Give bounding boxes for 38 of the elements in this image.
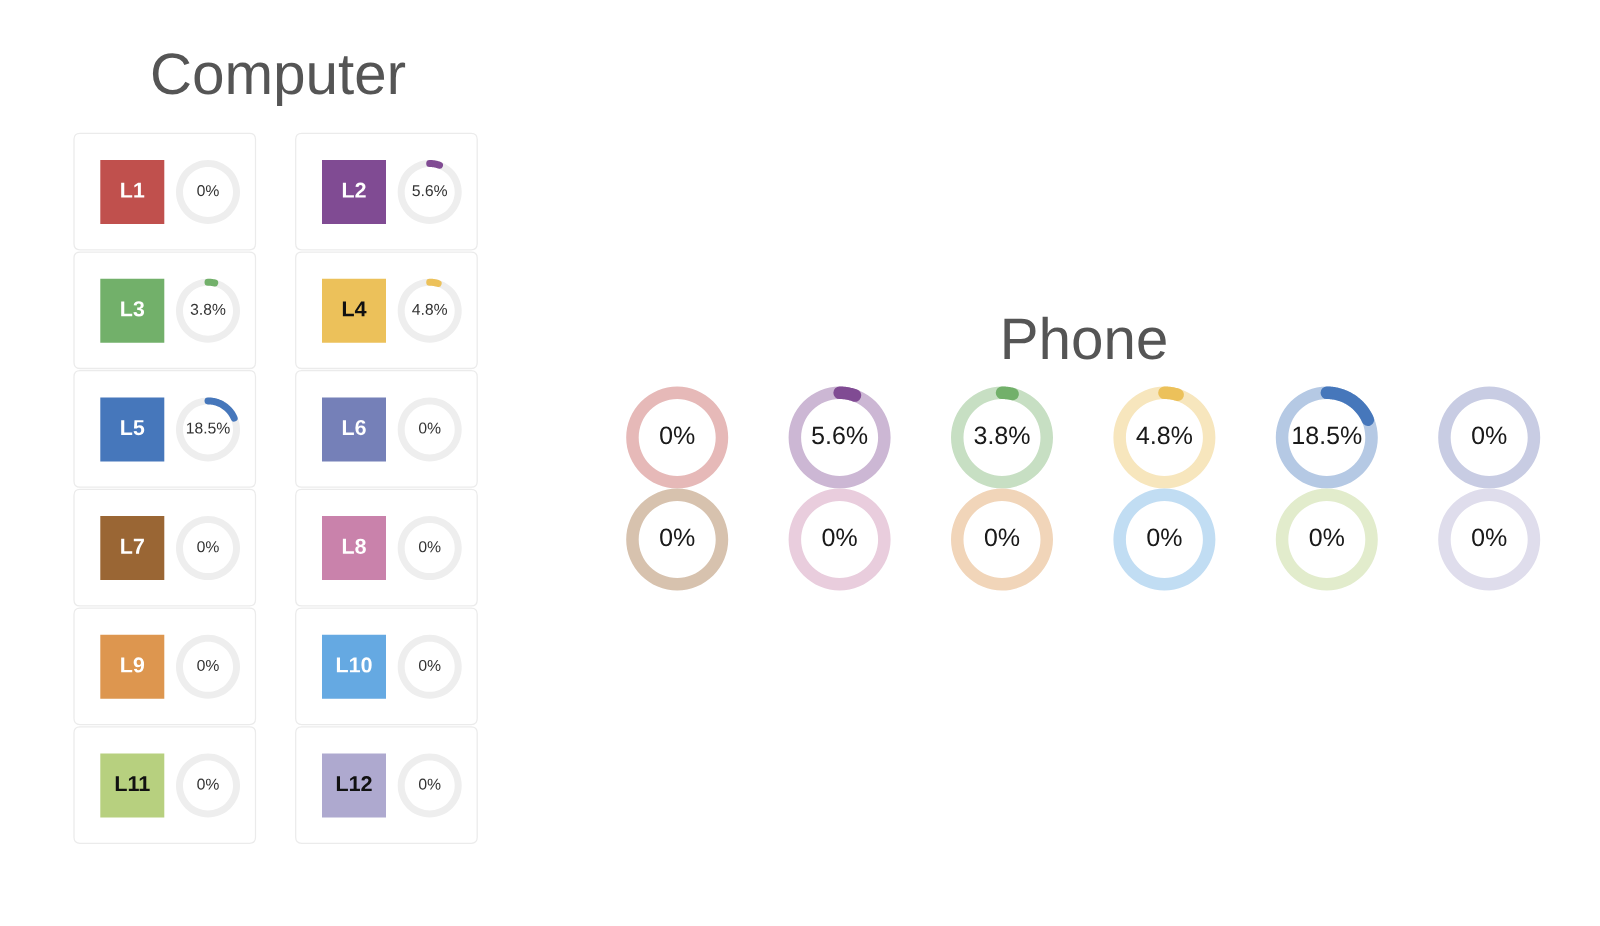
data-label: 0% xyxy=(197,185,219,197)
data-label: 0% xyxy=(418,778,441,790)
data-label: 0% xyxy=(197,659,219,672)
category-label: L2 xyxy=(342,182,366,198)
data-label: 0% xyxy=(1309,528,1344,547)
data-label: 0% xyxy=(197,541,219,553)
data-label: 18.5% xyxy=(186,422,230,434)
data-label: 5.6% xyxy=(412,185,448,197)
data-label: 0% xyxy=(1147,528,1182,547)
category-label: L12 xyxy=(336,776,372,792)
data-label: 3.8% xyxy=(974,426,1030,445)
category-label: L6 xyxy=(342,419,366,436)
data-label: 0% xyxy=(660,528,695,547)
category-label: L3 xyxy=(121,301,145,317)
category-label: L4 xyxy=(342,301,367,317)
data-label: 5.6% xyxy=(812,426,868,445)
data-label: 0% xyxy=(1472,426,1507,445)
data-label: 0% xyxy=(822,528,857,547)
category-label: L10 xyxy=(336,657,372,673)
text: Phone xyxy=(1004,316,1166,360)
data-label: 4.8% xyxy=(412,303,448,315)
text: Computer xyxy=(152,53,406,107)
category-label: L5 xyxy=(121,420,145,436)
data-label: 4.8% xyxy=(1136,426,1192,445)
data-label: 0% xyxy=(418,659,441,672)
data-label: 0% xyxy=(660,426,695,445)
category-label: L9 xyxy=(121,657,145,673)
data-label: 0% xyxy=(418,422,441,434)
category-label: L1 xyxy=(121,182,145,198)
category-label: L8 xyxy=(342,538,366,554)
data-label: 3.8% xyxy=(190,303,226,315)
data-label: 0% xyxy=(984,528,1020,547)
data-label: 0% xyxy=(197,778,219,790)
category-label: L11 xyxy=(115,776,150,792)
data-label: 0% xyxy=(1472,528,1507,547)
category-label: L7 xyxy=(121,538,144,554)
data-label: 0% xyxy=(418,541,441,553)
data-label: 18.5% xyxy=(1293,426,1362,445)
